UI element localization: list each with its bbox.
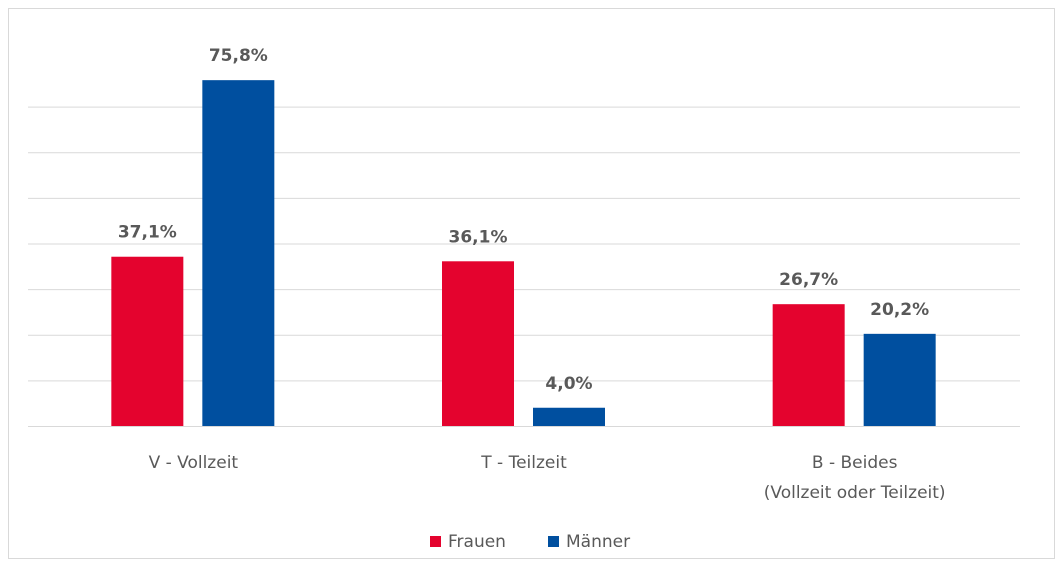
legend-swatch	[548, 536, 559, 547]
x-tick-label: V - Vollzeit	[149, 453, 239, 473]
data-label: 20,2%	[870, 300, 929, 320]
bar	[533, 407, 605, 426]
bar	[111, 256, 184, 426]
bar	[863, 333, 936, 426]
legend-swatch	[430, 536, 441, 547]
bar	[772, 304, 845, 426]
data-label: 4,0%	[545, 374, 592, 394]
x-tick-label: (Vollzeit oder Teilzeit)	[764, 483, 946, 503]
x-tick-label: T - Teilzeit	[480, 453, 567, 473]
x-tick-label: B - Beides	[812, 453, 898, 473]
data-label: 75,8%	[209, 46, 268, 66]
bar	[202, 80, 275, 426]
bar	[442, 261, 514, 426]
data-label: 26,7%	[779, 270, 838, 290]
legend-label: Frauen	[448, 532, 506, 552]
data-label: 36,1%	[449, 227, 508, 247]
data-label: 37,1%	[118, 223, 177, 243]
legend-label: Männer	[566, 532, 630, 552]
